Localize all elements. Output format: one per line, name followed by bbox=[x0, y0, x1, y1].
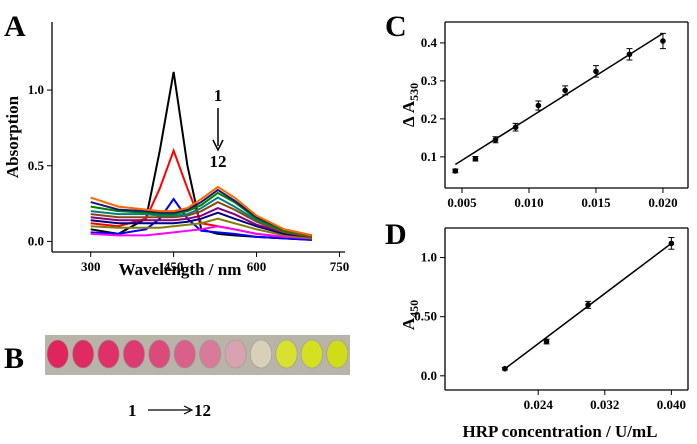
x-tick-label: 0.024 bbox=[524, 397, 554, 412]
well bbox=[250, 339, 273, 369]
spectrum bbox=[90, 211, 312, 238]
point bbox=[512, 124, 519, 131]
point bbox=[626, 51, 633, 58]
x-tick-label: 0.005 bbox=[447, 195, 477, 210]
well bbox=[275, 339, 298, 369]
y-tick-label: 0.0 bbox=[421, 368, 437, 383]
y-tick-label: 0.2 bbox=[421, 111, 437, 126]
sequence-start: 1 bbox=[128, 401, 137, 420]
point bbox=[668, 240, 675, 247]
panel-label: A bbox=[4, 10, 26, 43]
y-tick-label: 0.1 bbox=[421, 149, 437, 164]
annotation: 1 bbox=[214, 86, 223, 105]
point bbox=[472, 155, 479, 162]
panel-label: B bbox=[4, 342, 24, 375]
point bbox=[562, 87, 568, 94]
spectrum bbox=[90, 207, 312, 238]
x-tick-label: 0.032 bbox=[590, 397, 619, 412]
well bbox=[148, 339, 171, 369]
arrow-head bbox=[212, 139, 224, 152]
y-tick-label: 0.50 bbox=[414, 309, 437, 324]
panel-label: D bbox=[385, 218, 407, 251]
point bbox=[585, 302, 591, 308]
point bbox=[502, 365, 508, 372]
y-tick-label: 1.0 bbox=[28, 82, 44, 97]
spectrum bbox=[90, 196, 312, 237]
y-tick-label: 1.0 bbox=[421, 250, 437, 265]
well bbox=[326, 339, 349, 369]
well bbox=[97, 339, 120, 369]
y-axis-label: Absorption bbox=[3, 95, 22, 178]
panel-label: C bbox=[385, 10, 407, 43]
x-tick-label: 0.015 bbox=[581, 195, 611, 210]
y-axis-label: A450 bbox=[399, 300, 421, 330]
y-axis-label-sub: 450 bbox=[407, 300, 421, 318]
annotation: 12 bbox=[210, 152, 227, 171]
arrow-head bbox=[183, 405, 194, 415]
x-tick-label: 300 bbox=[81, 259, 101, 274]
spectrum bbox=[90, 200, 312, 238]
x-axis-label: HRP concentration / U/mL bbox=[462, 422, 657, 441]
y-tick-label: 0.5 bbox=[28, 158, 45, 173]
well bbox=[46, 339, 69, 369]
point bbox=[535, 102, 542, 109]
point bbox=[660, 38, 666, 44]
well bbox=[173, 339, 196, 369]
y-axis-label-sub: 530 bbox=[407, 83, 421, 101]
y-axis-label-main: Δ A bbox=[399, 100, 418, 127]
well bbox=[72, 339, 95, 369]
x-tick-label: 0.040 bbox=[657, 397, 686, 412]
spectrum bbox=[90, 191, 312, 237]
point bbox=[452, 168, 459, 174]
x-tick-label: 750 bbox=[330, 259, 350, 274]
spectrum bbox=[90, 185, 313, 237]
x-tick-label: 0.010 bbox=[514, 195, 543, 210]
y-tick-label: 0.3 bbox=[421, 73, 438, 88]
spectrum bbox=[90, 225, 312, 240]
sequence-end: 12 bbox=[194, 401, 211, 420]
y-tick-label: 0.4 bbox=[421, 35, 438, 50]
spectrum bbox=[90, 188, 313, 237]
x-tick-label: 450 bbox=[164, 259, 184, 274]
well bbox=[122, 339, 145, 369]
y-tick-label: 0.0 bbox=[28, 233, 44, 248]
point bbox=[593, 68, 599, 75]
y-axis-label-main: A bbox=[399, 317, 418, 330]
point bbox=[492, 136, 499, 143]
x-tick-label: 0.020 bbox=[648, 195, 677, 210]
x-axis-label: Wavelength / nm bbox=[119, 260, 242, 279]
y-axis-label: Δ A530 bbox=[399, 83, 421, 127]
x-tick-label: 600 bbox=[247, 259, 267, 274]
well bbox=[224, 339, 247, 369]
point bbox=[543, 338, 550, 345]
well bbox=[199, 339, 222, 369]
well bbox=[300, 339, 323, 369]
well-plate bbox=[45, 335, 350, 375]
spectrum bbox=[90, 217, 312, 240]
